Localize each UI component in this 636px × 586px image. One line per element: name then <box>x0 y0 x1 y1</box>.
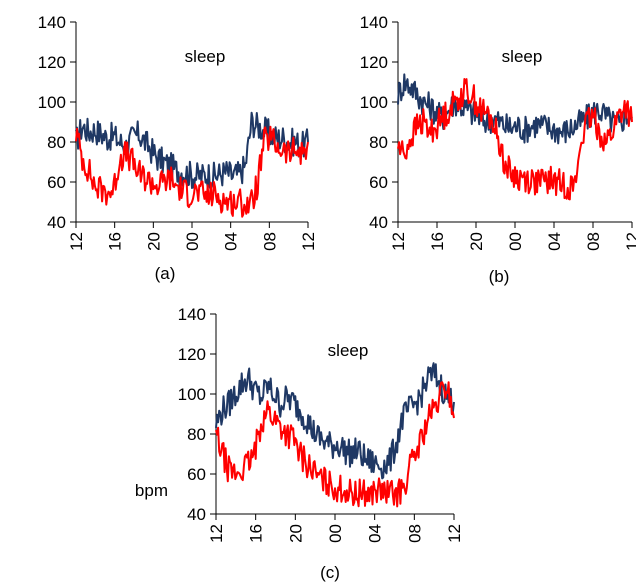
panel-label: (c) <box>320 563 340 582</box>
chart-panel-3: 40 60 80 100 120 140 12 16 20 00 04 08 12 sleep bpm (c) <box>135 305 464 582</box>
x-tick-label: 12 <box>67 232 86 251</box>
sleep-annotation: sleep <box>502 47 543 66</box>
x-tick-label: 00 <box>506 232 525 251</box>
x-tick-label: 20 <box>144 232 163 251</box>
y-tick-label: 80 <box>369 133 388 152</box>
x-tick-label: 12 <box>389 232 408 251</box>
y-tick-label: 60 <box>187 465 206 484</box>
y-tick-label: 80 <box>47 133 66 152</box>
panel-label: (a) <box>155 264 176 283</box>
series-line-red <box>75 125 309 218</box>
x-tick-label: 04 <box>222 232 241 251</box>
y-tick-label: 120 <box>38 53 66 72</box>
series-line-navy <box>215 362 455 480</box>
x-tick-label: 12 <box>299 232 318 251</box>
chart-panel-2: 40 60 80 100 120 140 12 16 20 00 04 08 12 sleep (b) <box>360 13 636 286</box>
x-tick-label: 16 <box>247 524 266 543</box>
x-tick-label: 08 <box>260 232 279 251</box>
y-axis-label: bpm <box>135 481 168 500</box>
x-tick-label: 00 <box>326 524 345 543</box>
x-tick-label: 12 <box>445 524 464 543</box>
sleep-annotation: sleep <box>185 47 226 66</box>
y-tick-label: 100 <box>38 93 66 112</box>
x-tick-label: 16 <box>428 232 447 251</box>
series-line-navy <box>75 111 309 190</box>
y-tick-label: 40 <box>47 213 66 232</box>
x-tick-label: 04 <box>545 232 564 251</box>
x-tick-label: 00 <box>183 232 202 251</box>
x-tick-label: 04 <box>366 524 385 543</box>
series-line-red <box>397 78 633 201</box>
y-tick-label: 140 <box>178 305 206 324</box>
x-tick-label: 20 <box>467 232 486 251</box>
y-tick-label: 120 <box>360 53 388 72</box>
x-tick-label: 08 <box>584 232 603 251</box>
y-tick-label: 100 <box>178 385 206 404</box>
x-tick-label: 12 <box>207 524 226 543</box>
y-tick-label: 80 <box>187 425 206 444</box>
y-tick-label: 40 <box>187 505 206 524</box>
y-tick-label: 40 <box>369 213 388 232</box>
panel-label: (b) <box>489 267 510 286</box>
chart-panel-1: 40 60 80 100 120 140 12 16 20 00 04 08 12 sleep (a) <box>38 13 318 283</box>
y-tick-label: 60 <box>47 173 66 192</box>
y-tick-label: 60 <box>369 173 388 192</box>
x-tick-label: 20 <box>286 524 305 543</box>
y-tick-label: 120 <box>178 345 206 364</box>
y-tick-label: 140 <box>38 13 66 32</box>
series-line-red <box>215 381 455 508</box>
sleep-annotation: sleep <box>328 341 369 360</box>
y-tick-label: 140 <box>360 13 388 32</box>
x-tick-label: 16 <box>106 232 125 251</box>
x-tick-label: 08 <box>405 524 424 543</box>
x-tick-label: 12 <box>623 232 636 251</box>
y-tick-label: 100 <box>360 93 388 112</box>
